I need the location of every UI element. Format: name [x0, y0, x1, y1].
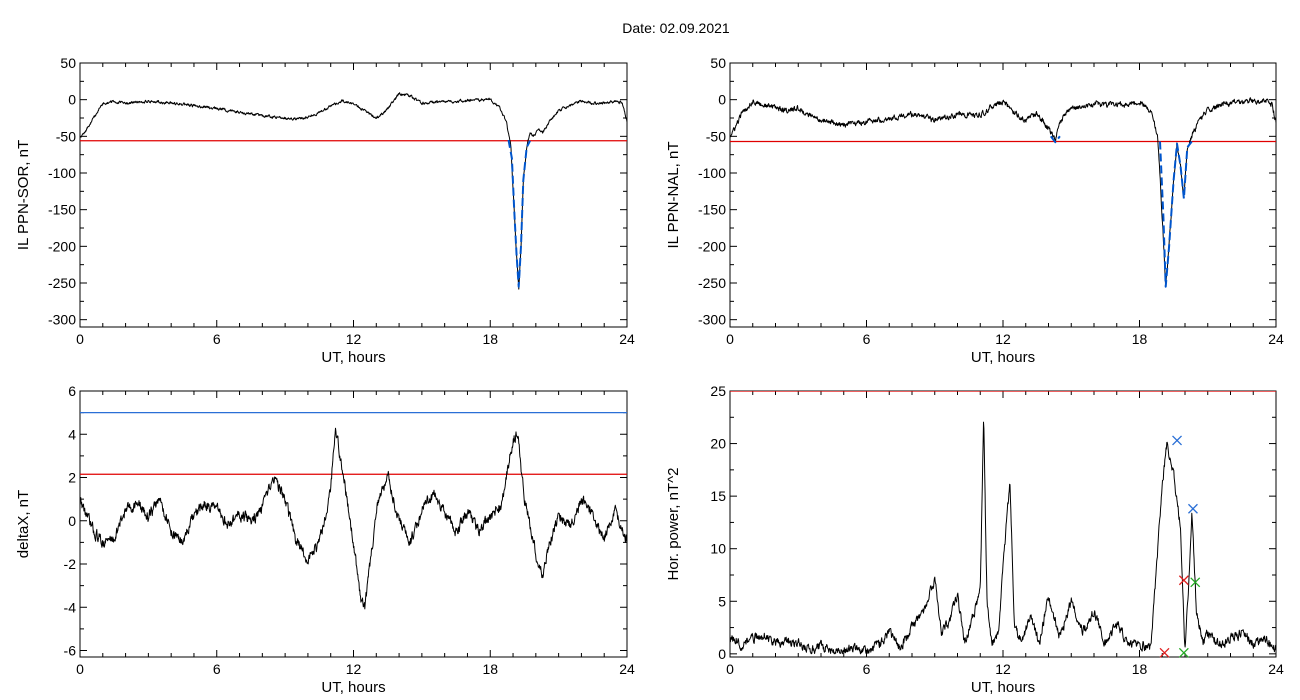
- x-marker-stroke: [1190, 577, 1201, 588]
- figure-title: Date: 02.09.2021: [622, 20, 730, 36]
- x-marker-stroke: [1188, 503, 1198, 514]
- y-tick-label: 4: [68, 426, 76, 442]
- x-tick-label: 6: [213, 331, 221, 347]
- y-tick-label: -50: [706, 128, 726, 144]
- plot-area: [80, 92, 627, 290]
- x-tick-label: 18: [1132, 331, 1148, 347]
- y-tick-label: -150: [48, 202, 76, 218]
- data-series: [80, 427, 627, 610]
- y-tick-label: 50: [710, 55, 726, 71]
- chart-nal: 0 6 12 18 24 50 0 -50 -100 -150 -200 -250 -300 UT, ho…: [665, 55, 1284, 366]
- y-tick-label: -200: [698, 238, 726, 254]
- y-tick-label: -300: [48, 312, 76, 328]
- chart-sor: 0 6 12 18 24 50 0 -50 -100 -150 -200 -250 -300 UT, ho…: [15, 55, 635, 366]
- y-tick-label: -300: [698, 312, 726, 328]
- highlight-series: [1050, 135, 1061, 144]
- x-tick-label: 18: [482, 331, 498, 347]
- x-tick-label: 24: [1268, 661, 1284, 677]
- x-axis-label: UT, hours: [971, 679, 1035, 696]
- x-tick-label: 0: [76, 661, 84, 677]
- x-marker-stroke: [1172, 435, 1182, 446]
- x-tick-label: 6: [863, 331, 871, 347]
- y-tick-label: 0: [718, 92, 726, 108]
- x-tick-label: 12: [346, 661, 362, 677]
- plot-area: [80, 412, 627, 610]
- x-marker: [1190, 577, 1201, 588]
- y-axis-label: Hor. power, nT^2: [665, 468, 682, 581]
- x-tick-label: 12: [995, 661, 1011, 677]
- chart-deltax: 0 6 12 18 24 6 4 2 0 -2 -4 -6 UT, hours deltaX, nT: [15, 383, 635, 696]
- plot-area: [730, 97, 1276, 288]
- y-tick-label: -50: [56, 128, 76, 144]
- y-tick-label: 50: [60, 55, 76, 71]
- x-axis-label: UT, hours: [321, 679, 385, 696]
- y-axis-label: IL PPN-SOR, nT: [15, 140, 32, 250]
- y-tick-label: 10: [710, 541, 726, 557]
- y-tick-label: 5: [718, 593, 726, 609]
- y-tick-label: 20: [710, 436, 726, 452]
- y-tick-label: 0: [718, 646, 726, 662]
- y-tick-label: -250: [48, 275, 76, 291]
- y-tick-label: 6: [68, 383, 76, 399]
- y-tick-label: 0: [68, 92, 76, 108]
- x-marker-stroke: [1159, 647, 1170, 658]
- plot-area: [730, 391, 1276, 655]
- y-axis-label: deltaX, nT: [15, 490, 32, 558]
- y-tick-label: -250: [698, 275, 726, 291]
- x-tick-label: 0: [726, 331, 734, 347]
- chart-power: 0 6 12 18 24 0 5 10 15 20 25 UT, hours Hor. power, n…: [665, 383, 1284, 696]
- y-tick-label: -2: [64, 556, 77, 572]
- x-tick-label: 18: [482, 661, 498, 677]
- y-tick-label: 15: [710, 488, 726, 504]
- y-tick-label: -200: [48, 238, 76, 254]
- y-tick-label: -6: [64, 643, 77, 659]
- y-tick-label: 2: [68, 470, 76, 486]
- x-tick-label: 0: [76, 331, 84, 347]
- data-series: [730, 421, 1276, 655]
- y-axis-label: IL PPN-NAL, nT: [665, 142, 682, 249]
- highlight-series: [1159, 140, 1193, 288]
- data-series: [80, 92, 627, 290]
- x-marker: [1188, 503, 1198, 514]
- y-tick-label: -100: [698, 165, 726, 181]
- x-tick-label: 24: [619, 661, 635, 677]
- x-tick-label: 24: [1268, 331, 1284, 347]
- y-tick-label: 0: [68, 513, 76, 529]
- y-tick-label: 25: [710, 383, 726, 399]
- x-marker: [1178, 575, 1189, 586]
- y-tick-label: -100: [48, 165, 76, 181]
- x-axis-label: UT, hours: [321, 349, 385, 366]
- y-tick-label: -150: [698, 202, 726, 218]
- x-marker: [1159, 647, 1170, 658]
- x-tick-label: 12: [346, 331, 362, 347]
- x-marker-stroke: [1178, 647, 1189, 658]
- x-tick-label: 6: [863, 661, 871, 677]
- highlight-series: [507, 139, 531, 288]
- x-marker: [1178, 647, 1189, 658]
- x-marker-stroke: [1178, 575, 1189, 586]
- x-axis-label: UT, hours: [971, 349, 1035, 366]
- x-tick-label: 6: [213, 661, 221, 677]
- y-tick-label: -4: [64, 599, 77, 615]
- x-tick-label: 18: [1132, 661, 1148, 677]
- x-tick-label: 24: [619, 331, 635, 347]
- x-marker: [1172, 435, 1182, 446]
- x-tick-label: 0: [726, 661, 734, 677]
- x-tick-label: 12: [995, 331, 1011, 347]
